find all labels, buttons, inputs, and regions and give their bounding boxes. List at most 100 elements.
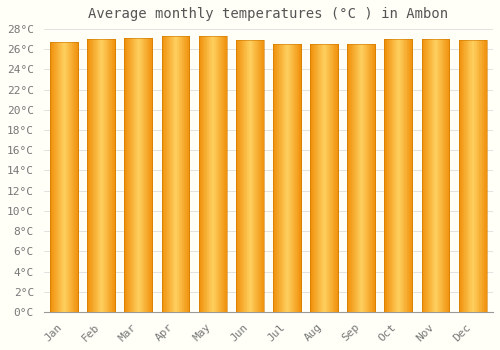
Bar	[324, 44, 325, 312]
Bar	[225, 36, 226, 312]
Bar	[126, 38, 128, 312]
Bar	[202, 36, 203, 312]
Bar	[480, 40, 481, 312]
Bar	[51, 42, 52, 312]
Bar	[401, 39, 402, 312]
Bar	[273, 44, 274, 312]
Bar	[408, 39, 410, 312]
Bar	[370, 44, 371, 312]
Bar	[223, 36, 224, 312]
Bar	[475, 40, 476, 312]
Bar	[332, 44, 333, 312]
Bar	[75, 42, 76, 312]
Bar	[183, 36, 184, 312]
Bar	[201, 36, 202, 312]
Bar	[136, 38, 138, 312]
Bar	[213, 36, 214, 312]
Bar	[220, 36, 221, 312]
Bar	[141, 38, 142, 312]
Bar	[56, 42, 58, 312]
Bar	[430, 39, 431, 312]
Bar	[182, 36, 183, 312]
Bar	[400, 39, 401, 312]
Bar	[365, 44, 366, 312]
Bar	[392, 39, 393, 312]
Bar	[70, 42, 71, 312]
Bar	[115, 39, 116, 312]
Bar	[315, 44, 316, 312]
Bar	[375, 44, 376, 312]
Bar	[325, 44, 326, 312]
Bar	[323, 44, 324, 312]
Bar	[128, 38, 130, 312]
Bar	[353, 44, 354, 312]
Bar	[280, 44, 281, 312]
Bar	[250, 40, 251, 312]
Bar	[50, 42, 51, 312]
Bar	[256, 40, 258, 312]
Bar	[364, 44, 365, 312]
Bar	[214, 36, 215, 312]
Bar	[166, 36, 168, 312]
Bar	[165, 36, 166, 312]
Bar	[144, 38, 145, 312]
Bar	[204, 36, 205, 312]
Bar	[330, 44, 331, 312]
Bar	[215, 36, 216, 312]
Bar	[138, 38, 140, 312]
Bar	[151, 38, 152, 312]
Bar	[113, 39, 114, 312]
Bar	[236, 40, 264, 312]
Bar	[436, 39, 438, 312]
Bar	[301, 44, 302, 312]
Bar	[210, 36, 211, 312]
Bar	[384, 39, 412, 312]
Bar	[310, 44, 338, 312]
Bar	[481, 40, 482, 312]
Bar	[468, 40, 469, 312]
Bar	[62, 42, 63, 312]
Bar	[260, 40, 261, 312]
Bar	[96, 39, 98, 312]
Bar	[274, 44, 275, 312]
Bar	[406, 39, 408, 312]
Bar	[105, 39, 106, 312]
Bar	[103, 39, 104, 312]
Bar	[460, 40, 461, 312]
Bar	[216, 36, 218, 312]
Bar	[435, 39, 436, 312]
Bar	[60, 42, 61, 312]
Bar	[140, 38, 141, 312]
Bar	[433, 39, 434, 312]
Bar	[88, 39, 115, 312]
Bar	[226, 36, 228, 312]
Bar	[171, 36, 172, 312]
Bar	[88, 39, 90, 312]
Bar	[440, 39, 441, 312]
Bar	[462, 40, 463, 312]
Bar	[275, 44, 276, 312]
Bar	[368, 44, 370, 312]
Bar	[284, 44, 285, 312]
Bar	[208, 36, 210, 312]
Bar	[371, 44, 372, 312]
Bar	[386, 39, 388, 312]
Bar	[396, 39, 398, 312]
Bar	[465, 40, 466, 312]
Bar	[283, 44, 284, 312]
Bar	[184, 36, 185, 312]
Bar	[90, 39, 91, 312]
Bar	[333, 44, 334, 312]
Bar	[252, 40, 253, 312]
Bar	[360, 44, 361, 312]
Bar	[68, 42, 70, 312]
Bar	[94, 39, 95, 312]
Bar	[278, 44, 280, 312]
Bar	[262, 40, 263, 312]
Bar	[363, 44, 364, 312]
Bar	[461, 40, 462, 312]
Bar	[180, 36, 181, 312]
Bar	[318, 44, 320, 312]
Bar	[112, 39, 113, 312]
Bar	[372, 44, 373, 312]
